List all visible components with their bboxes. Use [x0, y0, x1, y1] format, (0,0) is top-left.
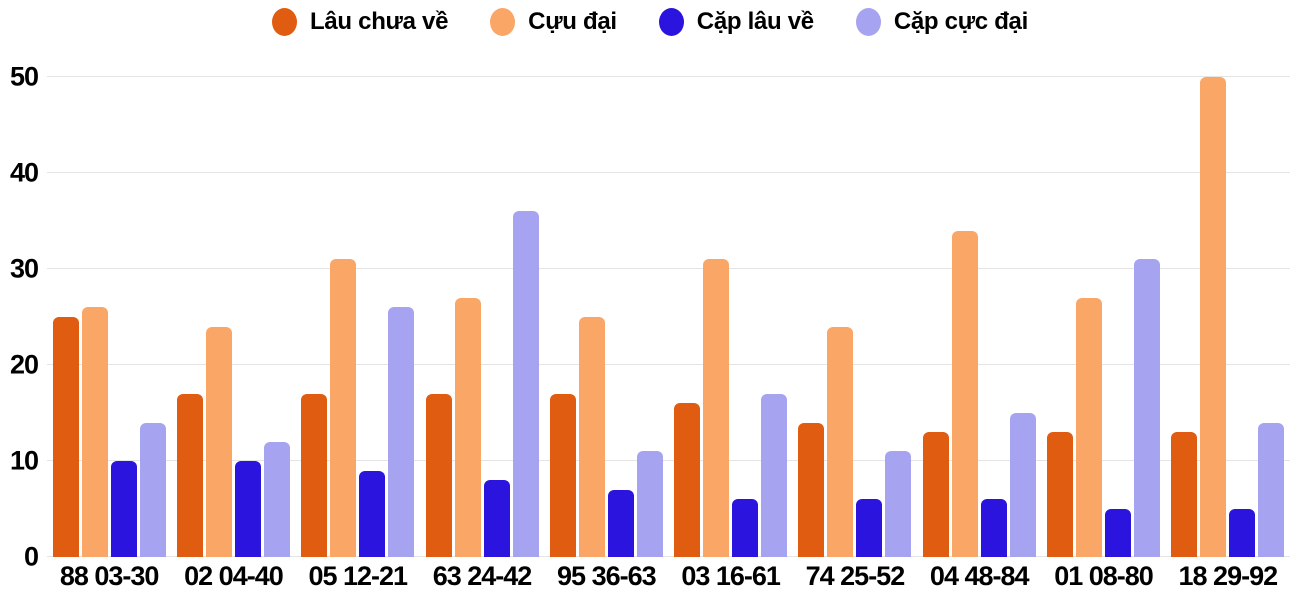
gridline [47, 556, 1290, 557]
legend-item-label: Cựu đại [528, 8, 617, 35]
bar-series-1[interactable] [52, 317, 79, 557]
x-axis-label: 63 24-42 [432, 561, 533, 591]
legend-item-4[interactable]: Cặp cực đại [855, 8, 1028, 36]
x-axis-label: 88 03-30 [59, 561, 160, 591]
bar-series-1[interactable] [425, 393, 452, 557]
bar-series-1[interactable] [1171, 432, 1198, 557]
legend-swatch-icon [272, 8, 298, 36]
bar-group [1041, 77, 1165, 557]
gridline [47, 268, 1290, 269]
bar-group [296, 77, 420, 557]
bar-series-3[interactable] [607, 489, 634, 557]
bar-series-1[interactable] [1047, 432, 1074, 557]
bar-series-2[interactable] [827, 326, 854, 557]
y-tick-label: 0 [23, 541, 39, 572]
legend-swatch-icon [490, 8, 516, 36]
gridline [47, 76, 1290, 77]
plot-area [47, 76, 1290, 557]
legend-swatch-icon [855, 8, 881, 36]
bar-series-3[interactable] [1229, 509, 1256, 557]
x-axis-label: 05 12-21 [308, 561, 408, 591]
bar-group [544, 77, 668, 557]
gridline [47, 364, 1290, 365]
bar-series-1[interactable] [674, 403, 701, 557]
legend: Lâu chưa về Cựu đại Cặp lâu về Cặp cực đại [0, 8, 1300, 36]
x-axis-label: 02 04-40 [184, 561, 284, 591]
x-axis-label: 95 36-63 [557, 561, 657, 591]
bar-series-1[interactable] [798, 422, 825, 557]
x-axis-label: 18 29-92 [1178, 561, 1279, 591]
gridlines [47, 76, 1290, 557]
bar-series-3[interactable] [1105, 509, 1132, 557]
bar-series-1[interactable] [176, 393, 203, 557]
bar-group [420, 77, 544, 557]
y-tick-label: 30 [9, 253, 39, 284]
bar-series-2[interactable] [1076, 297, 1103, 557]
x-axis-label: 01 08-80 [1054, 561, 1154, 591]
bar-series-3[interactable] [856, 499, 883, 557]
legend-item-3[interactable]: Cặp lâu về [658, 8, 814, 36]
bar-group [171, 77, 295, 557]
bar-series-3[interactable] [110, 461, 137, 557]
bar-group [47, 77, 171, 557]
bar-series-2[interactable] [1200, 77, 1227, 557]
bar-groups [47, 77, 1290, 557]
bar-series-4[interactable] [885, 451, 912, 557]
bar-series-1[interactable] [549, 393, 576, 557]
legend-swatch-icon [658, 8, 684, 36]
gridline [47, 460, 1290, 461]
bar-group [917, 77, 1041, 557]
legend-item-label: Cặp cực đại [893, 8, 1028, 35]
bar-series-1[interactable] [922, 432, 949, 557]
bar-series-1[interactable] [301, 393, 328, 557]
bar-series-3[interactable] [732, 499, 759, 557]
legend-item-2[interactable]: Cựu đại [490, 8, 617, 36]
bar-group [1166, 77, 1290, 557]
bar-series-3[interactable] [483, 480, 510, 557]
y-tick-label: 40 [9, 157, 39, 188]
bar-series-2[interactable] [330, 259, 357, 557]
legend-item-1[interactable]: Lâu chưa về [272, 8, 448, 36]
legend-item-label: Lâu chưa về [310, 8, 449, 35]
legend-item-label: Cặp lâu về [696, 8, 814, 35]
y-tick-label: 50 [9, 61, 39, 92]
bar-series-2[interactable] [703, 259, 730, 557]
x-axis-label: 03 16-61 [681, 561, 781, 591]
bar-series-3[interactable] [980, 499, 1007, 557]
bar-group [793, 77, 917, 557]
bar-group [668, 77, 792, 557]
bar-series-2[interactable] [951, 230, 978, 557]
bar-series-4[interactable] [761, 393, 788, 557]
bar-series-2[interactable] [454, 297, 481, 557]
bar-series-4[interactable] [636, 451, 663, 557]
x-axis-label: 04 48-84 [929, 561, 1030, 591]
bar-series-2[interactable] [578, 317, 605, 557]
y-axis: 0 10 20 30 40 50 [0, 63, 39, 570]
bar-series-2[interactable] [205, 326, 232, 557]
bar-series-4[interactable] [388, 307, 415, 557]
bar-series-3[interactable] [359, 470, 386, 557]
bar-series-4[interactable] [512, 211, 539, 557]
bar-series-4[interactable] [1134, 259, 1161, 557]
x-axis: 88 03-30 02 04-40 05 12-21 63 24-42 95 36-63… [47, 561, 1290, 592]
bar-series-4[interactable] [1258, 422, 1285, 557]
bar-series-4[interactable] [1009, 413, 1036, 557]
bar-series-2[interactable] [81, 307, 108, 557]
y-tick-label: 10 [9, 445, 39, 476]
bar-series-3[interactable] [234, 461, 261, 557]
y-tick-label: 20 [9, 349, 39, 380]
bar-series-4[interactable] [263, 441, 290, 557]
gridline [47, 172, 1290, 173]
x-axis-label: 74 25-52 [805, 561, 906, 591]
bar-series-4[interactable] [139, 422, 166, 557]
